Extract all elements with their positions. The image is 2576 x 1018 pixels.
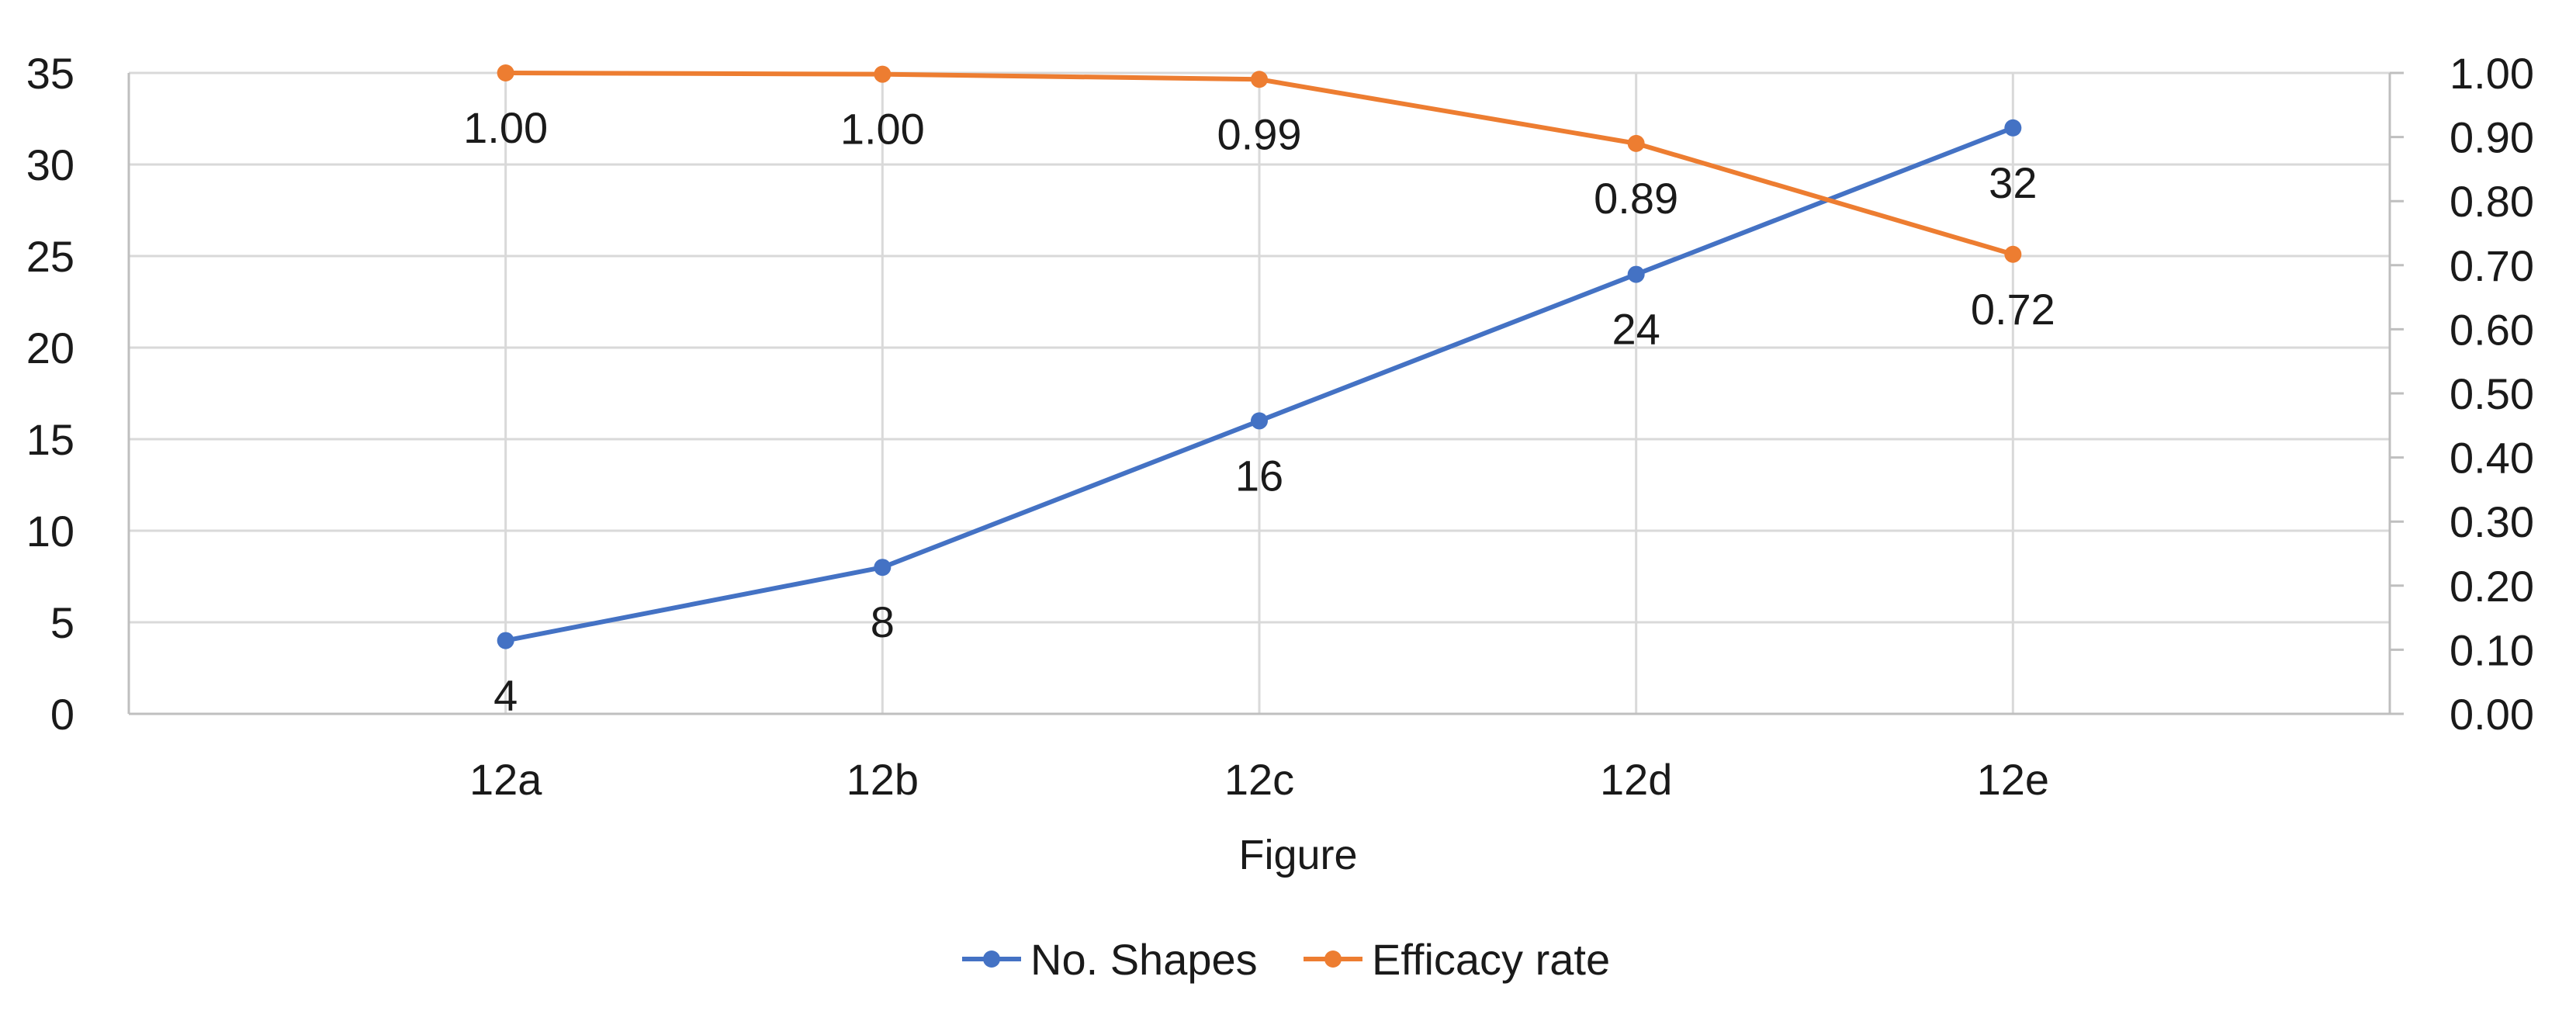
legend-no-shapes-label: No. Shapes <box>1030 935 1258 984</box>
right-tick-label: 1.00 <box>2450 49 2534 98</box>
x-tick-label: 12b <box>847 755 919 804</box>
legend: No. Shapes Efficacy rate <box>962 935 1610 984</box>
right-tick-label: 0.40 <box>2450 434 2534 483</box>
efficacy-rate-data-label: 0.89 <box>1594 174 1678 223</box>
no-shapes-data-label: 32 <box>1989 158 2037 207</box>
left-tick-label: 25 <box>26 232 74 281</box>
no-shapes-point <box>1627 265 1645 283</box>
series <box>497 64 2022 649</box>
efficacy-rate-point <box>497 64 514 81</box>
x-tick-label: 12c <box>1224 755 1294 804</box>
right-tick-label: 0.10 <box>2450 625 2534 674</box>
efficacy-rate-data-label: 1.00 <box>463 103 548 152</box>
right-tick-label: 0.80 <box>2450 177 2534 226</box>
data-labels: 4 8 16 24 32 1.00 1.00 0.99 0.89 0.72 <box>463 103 2055 720</box>
left-tick-label: 0 <box>50 690 74 739</box>
right-tick-label: 0.70 <box>2450 241 2534 290</box>
no-shapes-data-label: 4 <box>493 671 518 720</box>
no-shapes-point <box>497 632 514 649</box>
left-axis-ticks: 0 5 10 15 20 25 30 35 <box>26 49 74 739</box>
left-tick-label: 5 <box>50 598 74 647</box>
efficacy-rate-point <box>874 65 892 83</box>
legend-efficacy-rate-marker <box>1324 950 1342 968</box>
x-axis-ticks: 12a 12b 12c 12d 12e <box>469 755 2049 804</box>
no-shapes-point <box>1251 412 1268 430</box>
no-shapes-data-label: 24 <box>1612 305 1660 354</box>
no-shapes-point <box>874 559 892 577</box>
right-tick-label: 0.00 <box>2450 690 2534 739</box>
left-tick-label: 20 <box>26 324 74 372</box>
legend-no-shapes-marker <box>983 950 1000 968</box>
efficacy-rate-data-label: 1.00 <box>840 105 925 154</box>
efficacy-rate-point <box>2004 245 2022 263</box>
right-tick-label: 0.90 <box>2450 113 2534 162</box>
x-tick-label: 12e <box>1977 755 2049 804</box>
left-tick-label: 10 <box>26 507 74 556</box>
efficacy-rate-data-label: 0.72 <box>1971 285 2055 334</box>
efficacy-rate-point <box>1251 71 1268 88</box>
right-axis-ticks: 0.00 0.10 0.20 0.30 0.40 0.50 0.60 0.70 0.80 0.90… <box>2390 49 2534 739</box>
x-axis-title: Figure <box>1238 832 1357 878</box>
no-shapes-data-label: 16 <box>1235 451 1283 500</box>
no-shapes-point <box>2004 119 2022 137</box>
no-shapes-data-label: 8 <box>871 597 895 646</box>
gridlines <box>129 71 2390 714</box>
x-tick-label: 12d <box>1600 755 1672 804</box>
left-tick-label: 15 <box>26 415 74 464</box>
right-tick-label: 0.50 <box>2450 369 2534 418</box>
efficacy-rate-point <box>1627 134 1645 152</box>
legend-efficacy-rate-label: Efficacy rate <box>1372 935 1610 984</box>
left-tick-label: 30 <box>26 140 74 189</box>
left-tick-label: 35 <box>26 49 74 98</box>
x-tick-label: 12a <box>469 755 542 804</box>
right-tick-label: 0.20 <box>2450 562 2534 611</box>
right-tick-label: 0.60 <box>2450 305 2534 354</box>
right-tick-label: 0.30 <box>2450 497 2534 546</box>
efficacy-rate-data-label: 0.99 <box>1217 109 1302 158</box>
